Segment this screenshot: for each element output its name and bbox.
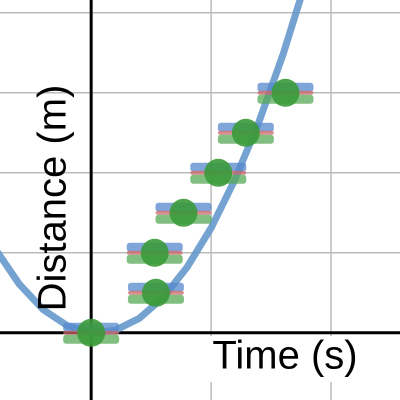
- point: [204, 158, 233, 187]
- y-axis-label: Distance (m): [31, 85, 75, 312]
- point-group: [257, 78, 314, 107]
- label-backdrop: [200, 336, 380, 382]
- point-group: [63, 318, 120, 347]
- point-group: [217, 118, 274, 147]
- point: [141, 278, 170, 307]
- point: [231, 118, 260, 147]
- point: [140, 238, 169, 267]
- x-axis-label: Time (s): [212, 334, 357, 378]
- point: [77, 318, 106, 347]
- point: [271, 78, 300, 107]
- point-group: [190, 158, 247, 187]
- point: [169, 198, 198, 227]
- point-group: [127, 278, 184, 307]
- point-group: [155, 198, 212, 227]
- point-group: [126, 238, 183, 267]
- marks: [0, 0, 314, 347]
